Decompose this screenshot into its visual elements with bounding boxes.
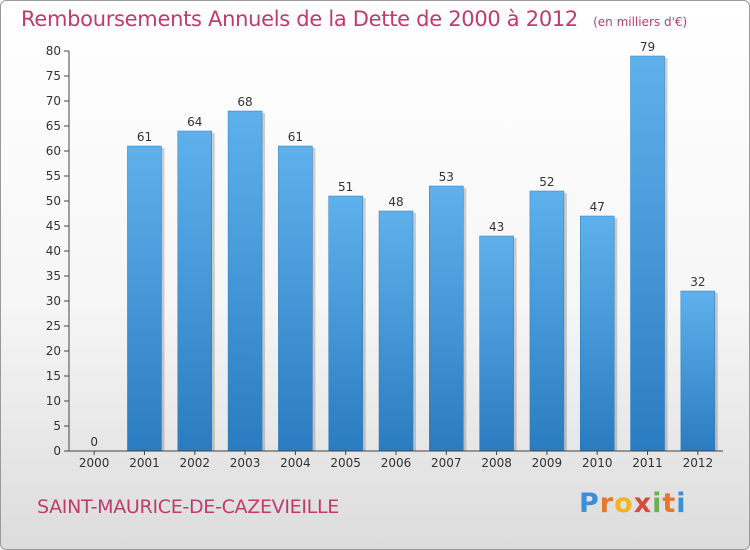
x-tick-label: 2006 <box>381 456 412 470</box>
bar-value-label: 61 <box>137 130 152 144</box>
y-tick-label: 20 <box>46 344 61 358</box>
y-tick-label: 10 <box>46 394 61 408</box>
y-tick-label: 35 <box>46 269 61 283</box>
y-tick-label: 75 <box>46 69 61 83</box>
x-tick-label: 2008 <box>481 456 512 470</box>
y-tick-label: 70 <box>46 94 61 108</box>
chart-title: Remboursements Annuels de la Dette de 20… <box>21 7 578 31</box>
x-tick-label: 2003 <box>230 456 261 470</box>
x-tick-label: 2009 <box>532 456 563 470</box>
y-tick-label: 30 <box>46 294 61 308</box>
y-axis: 0 5 10 15 20 25 30 35 40 45 50 55 60 65 70 75 80 <box>46 44 70 458</box>
bar-value-label: 32 <box>690 275 705 289</box>
bar-value-label: 48 <box>388 195 403 209</box>
bar-value-label: 47 <box>590 200 605 214</box>
bar-2007 <box>429 185 464 452</box>
bar-2010 <box>579 215 615 452</box>
bar-2005 <box>328 195 363 452</box>
bars: 0 61 64 68 61 51 48 53 43 52 47 79 32 <box>90 40 718 452</box>
x-tick-label: 2012 <box>683 456 714 470</box>
bar-2003 <box>227 110 263 452</box>
x-axis: 2000 2001 2002 2003 2004 2005 2006 2007 2008 2009… <box>69 450 723 470</box>
y-tick-label: 80 <box>46 44 61 58</box>
x-tick-label: 2004 <box>280 456 311 470</box>
bar-2001 <box>127 145 162 452</box>
bar-2002 <box>177 130 213 452</box>
bar-2009 <box>529 190 565 452</box>
logo-letter: t <box>662 488 677 519</box>
x-tick-label: 2007 <box>431 456 462 470</box>
y-tick-label: 15 <box>46 369 61 383</box>
bar-value-label: 52 <box>539 175 554 189</box>
chart-header: Remboursements Annuels de la Dette de 20… <box>21 7 687 31</box>
y-tick-label: 0 <box>53 444 61 458</box>
y-tick-label: 45 <box>46 219 61 233</box>
bar-2006 <box>378 210 414 452</box>
y-tick-label: 55 <box>46 169 61 183</box>
logo-letter: P <box>579 488 600 519</box>
bar-2008 <box>479 235 514 452</box>
logo-letter: r <box>599 488 615 519</box>
y-tick-label: 5 <box>53 419 61 433</box>
x-tick-label: 2005 <box>330 456 361 470</box>
bar-value-label: 0 <box>90 435 98 449</box>
bar-2011 <box>630 55 665 452</box>
x-tick-label: 2011 <box>632 456 663 470</box>
bar-value-label: 61 <box>288 130 303 144</box>
chart-unit: (en milliers d'€) <box>593 15 688 29</box>
x-tick-label: 2010 <box>582 456 613 470</box>
logo-letter: i <box>652 488 663 519</box>
bar-value-label: 64 <box>187 115 202 129</box>
bar-value-label: 51 <box>338 180 353 194</box>
bar-2004 <box>278 145 313 452</box>
y-tick-label: 60 <box>46 144 61 158</box>
x-tick-label: 2000 <box>79 456 110 470</box>
y-tick-label: 65 <box>46 119 61 133</box>
proxiti-logo: Proxiti <box>579 488 687 519</box>
commune-name: SAINT-MAURICE-DE-CAZEVIEILLE <box>37 496 339 518</box>
logo-letter: x <box>633 488 653 519</box>
logo-letter: i <box>676 488 687 519</box>
y-tick-label: 40 <box>46 244 61 258</box>
x-tick-label: 2001 <box>129 456 160 470</box>
x-tick-label: 2002 <box>179 456 210 470</box>
bar-value-label: 53 <box>439 170 454 184</box>
bar-2012 <box>680 290 716 452</box>
logo-letter: o <box>614 488 634 519</box>
y-tick-label: 25 <box>46 319 61 333</box>
bar-value-label: 79 <box>640 40 655 54</box>
y-tick-label: 50 <box>46 194 61 208</box>
bar-value-label: 43 <box>489 220 504 234</box>
bar-value-label: 68 <box>237 95 252 109</box>
